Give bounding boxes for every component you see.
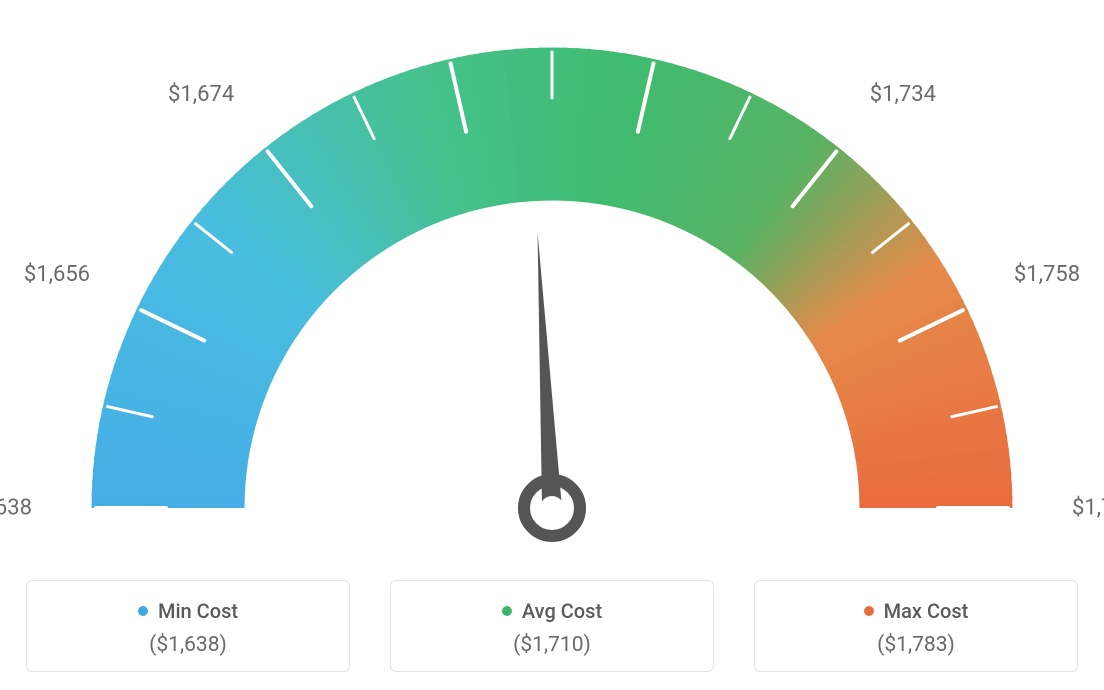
- gauge-tick-label: $1,674: [168, 82, 234, 107]
- summary-cards: Min Cost ($1,638) Avg Cost ($1,710) Max …: [26, 580, 1078, 672]
- card-avg-cost: Avg Cost ($1,710): [390, 580, 714, 672]
- dot-icon: [502, 606, 512, 616]
- dot-icon: [864, 606, 874, 616]
- card-min-cost: Min Cost ($1,638): [26, 580, 350, 672]
- card-title: Min Cost: [158, 599, 238, 623]
- card-title: Max Cost: [884, 599, 969, 623]
- dot-icon: [138, 606, 148, 616]
- gauge-tick-label: $1,638: [0, 496, 32, 521]
- card-value: ($1,710): [401, 633, 703, 657]
- gauge-tick-label: $1,758: [1014, 262, 1080, 287]
- card-title: Avg Cost: [522, 599, 602, 623]
- card-max-cost: Max Cost ($1,783): [754, 580, 1078, 672]
- gauge-svg: [0, 0, 1104, 560]
- card-value: ($1,638): [37, 633, 339, 657]
- gauge-tick-label: $1,656: [24, 262, 90, 287]
- card-value: ($1,783): [765, 633, 1067, 657]
- gauge-tick-label: $1,783: [1072, 496, 1104, 521]
- gauge-chart: $1,638$1,656$1,674$1,710$1,734$1,758$1,7…: [0, 0, 1104, 560]
- gauge-tick-label: $1,734: [870, 82, 936, 107]
